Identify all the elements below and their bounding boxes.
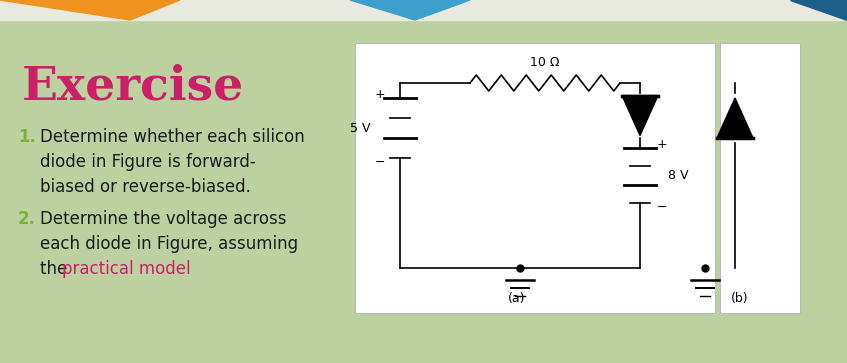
Text: +: + [374, 87, 385, 101]
Text: 8 V: 8 V [667, 169, 689, 182]
Text: 5 V: 5 V [350, 122, 370, 135]
Text: (a): (a) [508, 292, 526, 305]
Polygon shape [622, 95, 658, 135]
Text: 1.: 1. [18, 128, 36, 146]
Text: 10 Ω: 10 Ω [530, 56, 560, 69]
Polygon shape [717, 98, 753, 138]
Text: −: − [656, 200, 667, 213]
Text: −: − [374, 155, 385, 168]
Text: diode in Figure is forward-: diode in Figure is forward- [40, 153, 256, 171]
Text: (b): (b) [731, 292, 749, 305]
Text: Exercise: Exercise [22, 63, 244, 109]
Bar [0, 0, 847, 20]
Text: practical model: practical model [62, 260, 191, 278]
Polygon shape [350, 0, 470, 20]
Text: Determine whether each silicon: Determine whether each silicon [40, 128, 305, 146]
Text: each diode in Figure, assuming: each diode in Figure, assuming [40, 235, 298, 253]
Text: the: the [40, 260, 73, 278]
Text: Determine the voltage across: Determine the voltage across [40, 210, 286, 228]
Bar [355, 43, 715, 313]
Text: 2.: 2. [18, 210, 36, 228]
Polygon shape [0, 0, 180, 20]
Polygon shape [790, 0, 847, 20]
Text: biased or reverse-biased.: biased or reverse-biased. [40, 178, 251, 196]
Text: +: + [656, 138, 667, 151]
Bar [720, 43, 800, 313]
